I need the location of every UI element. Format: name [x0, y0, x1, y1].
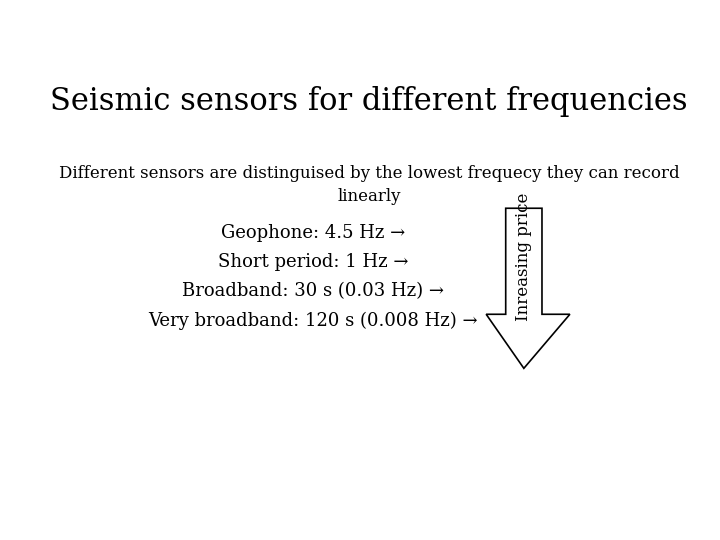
Text: Seismic sensors for different frequencies: Seismic sensors for different frequencie… — [50, 85, 688, 117]
Text: Inreasing price: Inreasing price — [516, 193, 532, 321]
Text: Geophone: 4.5 Hz →: Geophone: 4.5 Hz → — [221, 224, 405, 242]
Polygon shape — [486, 208, 570, 368]
Text: Broadband: 30 s (0.03 Hz) →: Broadband: 30 s (0.03 Hz) → — [182, 282, 444, 300]
Text: Short period: 1 Hz →: Short period: 1 Hz → — [218, 253, 408, 271]
Text: Very broadband: 120 s (0.008 Hz) →: Very broadband: 120 s (0.008 Hz) → — [148, 312, 478, 329]
Text: Different sensors are distinguised by the lowest frequecy they can record
linear: Different sensors are distinguised by th… — [59, 165, 679, 205]
